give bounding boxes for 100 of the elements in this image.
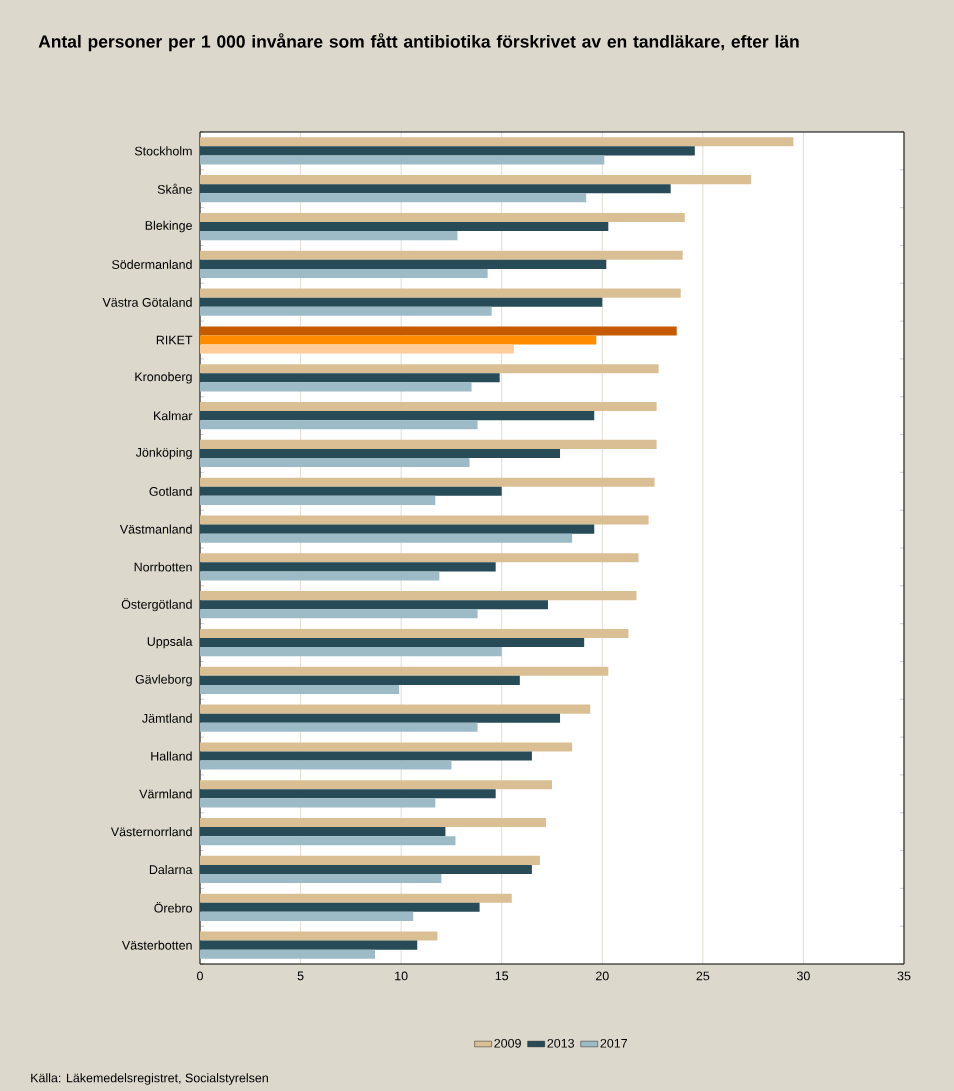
- bar: [200, 193, 587, 203]
- y-tick-label: Örebro: [154, 902, 192, 913]
- bar: [200, 780, 552, 790]
- bar: [200, 373, 500, 383]
- bar: [200, 609, 478, 619]
- y-tick-label: Blekinge: [145, 220, 192, 233]
- bar: [200, 722, 478, 732]
- bar: [200, 524, 595, 534]
- bar: [200, 137, 794, 147]
- bar: [200, 713, 561, 723]
- y-tick-label: Stockholm: [134, 146, 192, 156]
- bar: [200, 949, 375, 959]
- x-tick-label: 10: [395, 971, 408, 981]
- bar: [200, 911, 414, 921]
- bar: [200, 335, 597, 345]
- x-tick-label: 30: [796, 971, 810, 981]
- bar: [200, 231, 458, 241]
- bar: [200, 647, 502, 657]
- x-tick-label: 20: [595, 971, 609, 981]
- bar: [200, 250, 683, 260]
- bar: [200, 571, 440, 581]
- y-tick-label: Gotland: [149, 486, 192, 496]
- bar: [200, 184, 671, 194]
- bar: [200, 562, 496, 572]
- y-tick-label: Norrbotten: [134, 562, 192, 572]
- y-tick-label: Västerbotten: [121, 940, 192, 950]
- bar: [200, 864, 532, 874]
- bar: [200, 402, 657, 412]
- bar: [200, 326, 677, 336]
- legend-label: 2013: [547, 1038, 574, 1048]
- bar: [200, 818, 546, 828]
- bar: [200, 940, 418, 950]
- y-tick-label: Västernorrland: [110, 827, 192, 837]
- y-tick-label: Uppsala: [147, 636, 193, 649]
- bar: [200, 306, 492, 316]
- y-tick-label: Västmanland: [119, 524, 192, 534]
- bar: [200, 675, 520, 685]
- y-tick-label: Skåne: [157, 183, 192, 194]
- bar: [200, 666, 609, 676]
- bar: [200, 902, 480, 912]
- y-tick-label: Jönköping: [135, 447, 192, 460]
- bar: [200, 742, 573, 752]
- x-tick-label: 25: [696, 971, 710, 981]
- y-tick-label: Gävleborg: [135, 674, 192, 687]
- y-tick-label: Kalmar: [154, 411, 193, 421]
- bar: [200, 931, 438, 941]
- y-tick-label: RIKET: [156, 335, 193, 345]
- bar: [200, 874, 442, 884]
- x-tick-label: 0: [197, 971, 203, 981]
- chart-title: Antal personer per 1 000 invånare som fått antibiotika förskrivet av en tandläkare, efter län: [38, 33, 799, 52]
- y-tick-label: Dalarna: [149, 864, 193, 875]
- y-tick-label: Jämtland: [142, 713, 192, 723]
- bar: [200, 382, 472, 392]
- bar: [200, 855, 540, 865]
- y-tick-label: Värmland: [139, 789, 192, 799]
- bar: [200, 212, 685, 223]
- text: Källa: Läkemedelsregistret, Socialstyrelsen: [31, 1073, 268, 1085]
- bar: [200, 591, 637, 601]
- bar: [200, 155, 605, 165]
- bar: [200, 222, 609, 232]
- y-tick-label: Västra Götaland: [102, 297, 192, 307]
- y-tick-label: Östergötland: [121, 598, 192, 612]
- bar: [200, 789, 496, 799]
- y-tick-label: Halland: [151, 751, 192, 761]
- bar: [200, 259, 607, 269]
- bar: [200, 477, 655, 487]
- bar: [200, 798, 436, 808]
- bar: [200, 515, 649, 525]
- y-tick-label: Kronoberg: [135, 372, 192, 384]
- x-tick-label: 35: [897, 971, 911, 981]
- bar: [200, 268, 488, 278]
- bar: [200, 175, 752, 185]
- bar: [200, 836, 456, 846]
- bar: [200, 893, 512, 903]
- bar: [200, 486, 502, 496]
- bar: [200, 628, 629, 639]
- y-tick-label: Södermanland: [112, 259, 192, 269]
- bar: [200, 495, 436, 505]
- bar: [200, 827, 446, 837]
- bar: [200, 448, 561, 458]
- x-tick-label: 5: [297, 971, 304, 981]
- x-tick-label: 15: [495, 971, 509, 981]
- bar: [200, 751, 532, 761]
- bar: [200, 684, 400, 694]
- bar: [200, 420, 478, 430]
- bar: [200, 411, 595, 421]
- bar: [200, 364, 659, 374]
- bar: [200, 600, 548, 610]
- bar: [200, 439, 657, 449]
- bar: [200, 704, 591, 714]
- legend-label: 2017: [600, 1038, 627, 1048]
- bar: [200, 638, 585, 648]
- bar: [200, 297, 603, 307]
- bar: [200, 344, 514, 354]
- bar: [200, 288, 681, 298]
- bar: [200, 457, 470, 468]
- bar: [200, 146, 695, 156]
- bar: [200, 760, 452, 770]
- legend-label: 2009: [494, 1038, 521, 1048]
- bar: [200, 553, 639, 563]
